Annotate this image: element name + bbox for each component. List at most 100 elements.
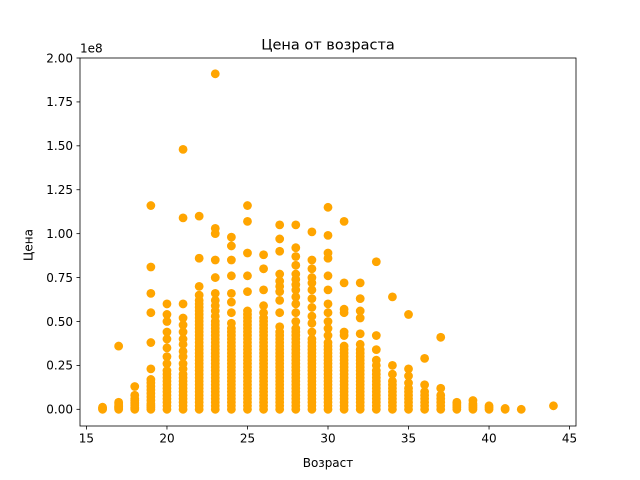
data-point bbox=[307, 294, 317, 304]
data-point bbox=[307, 327, 317, 337]
data-point bbox=[226, 318, 236, 328]
data-point bbox=[162, 317, 172, 326]
data-point bbox=[307, 264, 317, 274]
data-point bbox=[275, 220, 285, 230]
data-point bbox=[307, 318, 317, 328]
data-point bbox=[339, 278, 349, 288]
data-point bbox=[291, 324, 301, 333]
data-point bbox=[243, 248, 252, 258]
y-tick-label: 0.75 bbox=[46, 271, 73, 285]
data-point bbox=[178, 213, 188, 223]
y-tick-label: 1.50 bbox=[46, 139, 73, 153]
data-point bbox=[226, 308, 236, 318]
data-point bbox=[210, 223, 220, 233]
data-point bbox=[178, 299, 188, 309]
x-tick-label: 15 bbox=[79, 432, 94, 446]
data-point bbox=[355, 294, 365, 304]
data-point bbox=[291, 220, 301, 230]
data-point bbox=[291, 260, 301, 270]
data-point bbox=[275, 276, 285, 286]
data-point bbox=[243, 306, 252, 316]
chart-title: Цена от возраста bbox=[261, 38, 395, 54]
data-point bbox=[291, 292, 301, 302]
data-point bbox=[194, 211, 204, 221]
data-point bbox=[259, 250, 268, 260]
y-tick-label: 1.25 bbox=[46, 183, 73, 197]
data-point bbox=[436, 332, 446, 342]
y-axis-label: Цена bbox=[22, 229, 36, 261]
data-point bbox=[226, 288, 236, 298]
x-tick-label: 40 bbox=[481, 432, 496, 446]
data-point bbox=[146, 288, 156, 298]
y-tick-label: 1.00 bbox=[46, 227, 73, 241]
data-point bbox=[420, 353, 430, 363]
data-point bbox=[162, 299, 172, 309]
data-point bbox=[146, 375, 156, 384]
data-point bbox=[323, 338, 333, 347]
data-point bbox=[323, 285, 333, 295]
data-point bbox=[162, 359, 172, 369]
data-point bbox=[307, 334, 317, 344]
data-point bbox=[355, 306, 365, 316]
data-point bbox=[210, 69, 220, 79]
data-point bbox=[275, 246, 285, 256]
data-point bbox=[210, 288, 220, 298]
data-point bbox=[130, 390, 140, 400]
data-point bbox=[291, 308, 301, 318]
data-point bbox=[388, 292, 397, 302]
data-point bbox=[243, 201, 252, 210]
data-point bbox=[436, 390, 446, 400]
data-point bbox=[226, 255, 236, 265]
data-point bbox=[436, 383, 446, 393]
data-point bbox=[516, 404, 526, 414]
data-point bbox=[371, 331, 381, 340]
data-point bbox=[178, 144, 188, 154]
data-point bbox=[355, 329, 365, 339]
data-point bbox=[243, 287, 252, 297]
data-point bbox=[162, 327, 172, 337]
data-point bbox=[291, 252, 301, 261]
data-point bbox=[194, 290, 204, 300]
data-point bbox=[275, 234, 285, 244]
data-point bbox=[226, 232, 236, 242]
data-point bbox=[178, 320, 188, 330]
data-point bbox=[323, 202, 333, 212]
data-point bbox=[291, 299, 301, 309]
data-point bbox=[259, 264, 268, 274]
data-point bbox=[210, 273, 220, 282]
y-tick-label: 0.00 bbox=[46, 403, 73, 417]
data-point bbox=[259, 301, 268, 311]
data-point bbox=[114, 341, 124, 351]
data-point bbox=[243, 271, 252, 281]
data-point bbox=[339, 327, 349, 337]
data-point bbox=[388, 361, 397, 370]
data-point bbox=[323, 308, 333, 318]
data-point bbox=[355, 278, 365, 288]
data-point bbox=[323, 231, 333, 240]
data-point bbox=[226, 271, 236, 281]
data-point bbox=[307, 311, 317, 321]
data-point bbox=[323, 324, 333, 333]
data-point bbox=[388, 376, 397, 386]
data-point bbox=[210, 255, 220, 265]
data-point bbox=[355, 313, 365, 323]
data-point bbox=[323, 331, 333, 340]
data-point bbox=[226, 241, 236, 251]
data-point bbox=[549, 401, 558, 411]
data-point bbox=[307, 303, 317, 312]
data-point bbox=[146, 308, 156, 318]
data-point bbox=[500, 404, 510, 413]
data-point bbox=[323, 299, 333, 309]
data-point bbox=[339, 341, 349, 351]
data-point bbox=[178, 313, 188, 323]
data-point bbox=[162, 343, 172, 353]
x-tick-label: 20 bbox=[159, 432, 174, 446]
data-point bbox=[404, 371, 413, 381]
data-point bbox=[404, 378, 413, 388]
data-point bbox=[452, 397, 462, 407]
data-point bbox=[404, 364, 413, 374]
x-tick-label: 25 bbox=[240, 432, 255, 446]
data-point bbox=[226, 297, 236, 307]
